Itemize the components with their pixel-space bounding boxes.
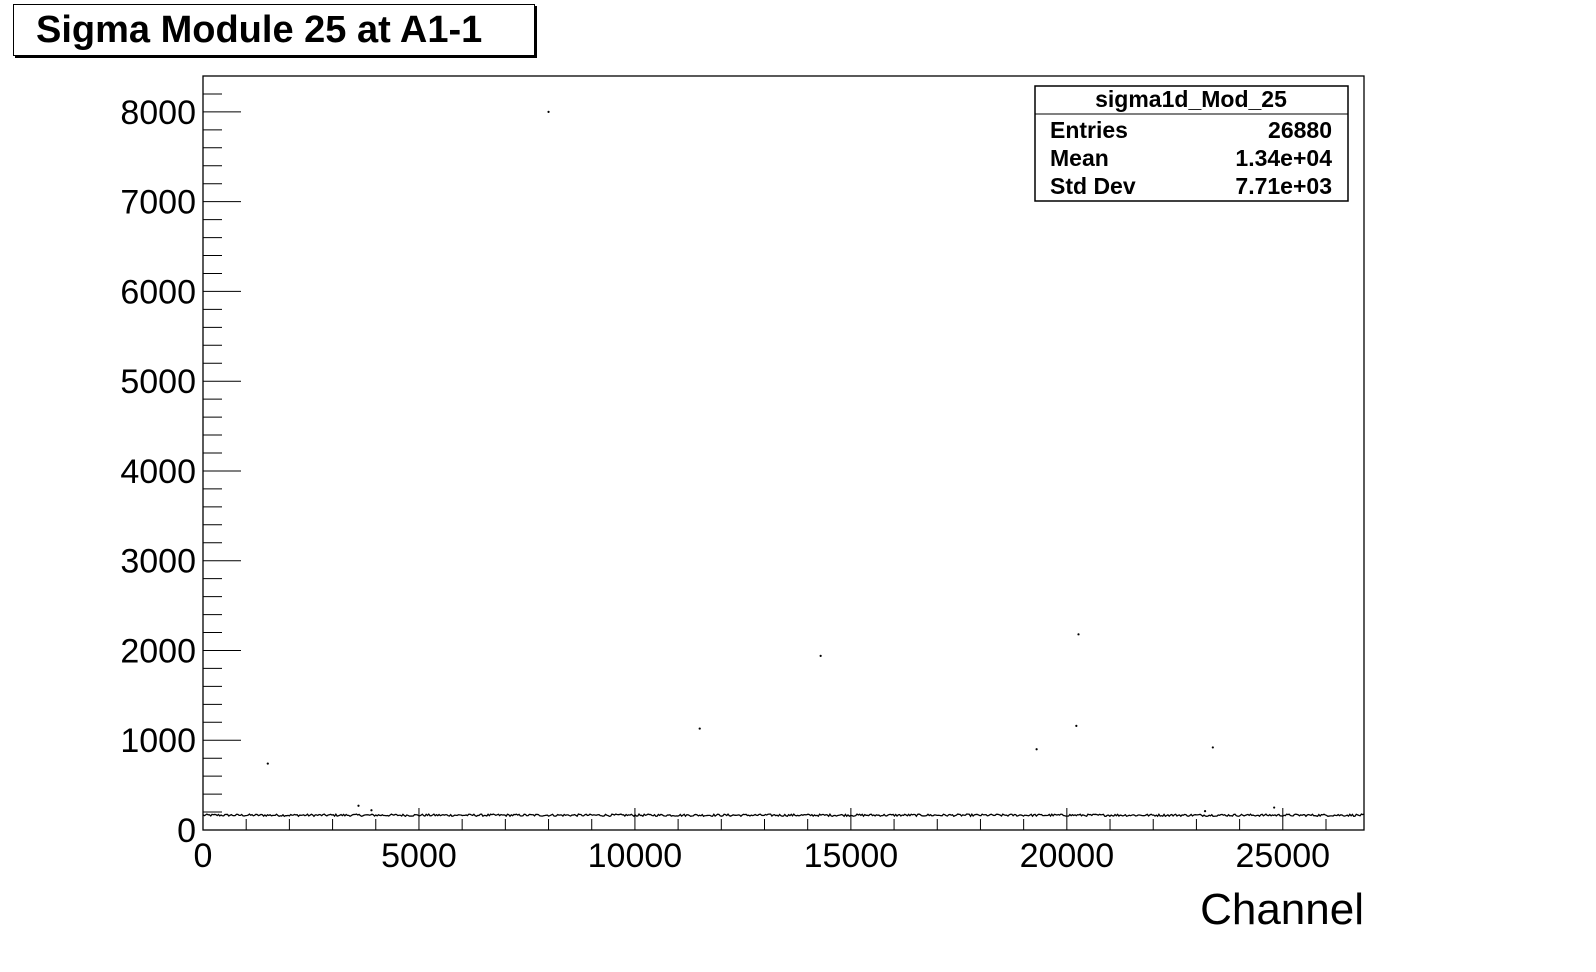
- chart-title: Sigma Module 25 at A1-1: [13, 4, 535, 56]
- outlier-point: [266, 762, 269, 765]
- stats-mean-label: Mean: [1050, 145, 1109, 171]
- outlier-point: [819, 654, 822, 657]
- outlier-point: [1035, 748, 1038, 751]
- outlier-point: [547, 110, 550, 114]
- y-tick-label: 2000: [120, 632, 196, 670]
- stats-mean-value: 1.34e+04: [1235, 145, 1332, 171]
- outlier-point: [357, 804, 360, 807]
- y-tick-label: 5000: [120, 363, 196, 401]
- x-tick-label: 15000: [804, 837, 899, 875]
- y-tick-label: 1000: [120, 722, 196, 760]
- y-tick-label: 6000: [120, 273, 196, 311]
- x-axis-label: Channel: [1200, 885, 1364, 934]
- stats-entries-label: Entries: [1050, 117, 1128, 143]
- stats-box-name: sigma1d_Mod_25: [1095, 86, 1287, 112]
- baseline-series: [202, 812, 1365, 818]
- y-tick-label: 0: [177, 812, 196, 850]
- x-tick-label: 20000: [1020, 837, 1115, 875]
- y-tick-label: 4000: [120, 453, 196, 491]
- stats-entries-value: 26880: [1268, 117, 1332, 143]
- outlier-point: [698, 727, 701, 730]
- x-tick-label: 25000: [1236, 837, 1331, 875]
- x-tick-label: 5000: [381, 837, 457, 875]
- outlier-point: [1077, 633, 1080, 636]
- y-tick-label: 8000: [120, 94, 196, 132]
- stats-box: sigma1d_Mod_25 Entries 26880 Mean 1.34e+…: [1034, 85, 1349, 202]
- x-tick-label: 0: [194, 837, 213, 875]
- outlier-point: [1211, 746, 1214, 749]
- axes-layer: 0 1000 2000 3000 4000 5000 6000 7000 8000 0 5000 10…: [120, 75, 1365, 875]
- data-layer: [202, 110, 1365, 818]
- y-tick-label: 3000: [120, 543, 196, 581]
- outlier-point: [1273, 806, 1276, 809]
- stats-stddev-value: 7.71e+03: [1235, 173, 1332, 199]
- outlier-point: [1203, 810, 1207, 813]
- outlier-point: [1075, 724, 1078, 727]
- stats-stddev-label: Std Dev: [1050, 173, 1136, 199]
- x-tick-label: 10000: [588, 837, 683, 875]
- y-tick-label: 7000: [120, 184, 196, 222]
- outlier-point: [370, 809, 373, 812]
